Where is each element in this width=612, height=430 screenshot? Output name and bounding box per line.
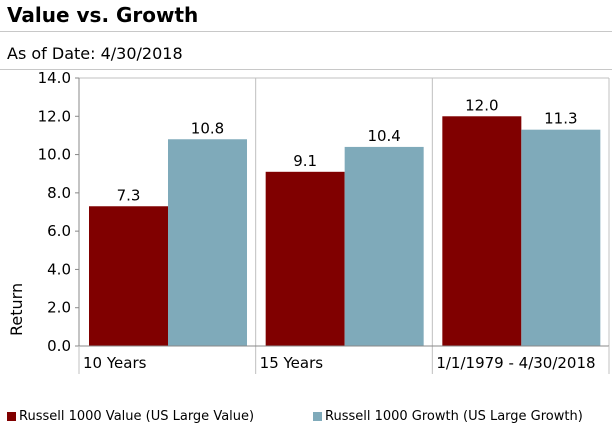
legend-swatch-value — [7, 412, 16, 421]
bar-value — [442, 116, 522, 347]
data-label: 7.3 — [117, 186, 141, 204]
y-tick-label: 6.0 — [47, 222, 71, 240]
y-tick-label: 4.0 — [47, 260, 71, 278]
as-of-date: As of Date: 4/30/2018 — [7, 44, 183, 63]
data-label: 10.4 — [367, 127, 400, 145]
legend-item-growth: Russell 1000 Growth (US Large Growth) — [313, 409, 583, 424]
bar-value — [265, 171, 345, 346]
bar-growth — [344, 146, 424, 346]
data-label: 9.1 — [293, 152, 317, 170]
data-label: 10.8 — [191, 119, 224, 137]
y-tick-label: 8.0 — [47, 184, 71, 202]
legend-swatch-growth — [313, 412, 322, 421]
legend-label-growth: Russell 1000 Growth (US Large Growth) — [325, 409, 583, 424]
y-tick-label: 12.0 — [38, 107, 71, 125]
data-label: 12.0 — [465, 96, 498, 114]
title-divider — [0, 31, 612, 32]
subtitle-divider — [0, 69, 612, 70]
y-tick-label: 2.0 — [47, 299, 71, 317]
y-tick-label: 0.0 — [47, 337, 71, 355]
x-category-label: 10 Years — [83, 354, 147, 372]
x-category-label: 15 Years — [260, 354, 324, 372]
bar-growth — [521, 129, 601, 346]
bar-value — [89, 206, 168, 346]
chart-title: Value vs. Growth — [7, 3, 199, 27]
data-label: 11.3 — [544, 110, 577, 128]
bar-chart: 0.0 2.0 4.0 6.0 8.0 10.0 12.0 14.0 Return 10 Year… — [7, 69, 610, 374]
y-tick-label: 14.0 — [38, 69, 71, 87]
legend-label-value: Russell 1000 Value (US Large Value) — [19, 409, 255, 424]
legend-item-value: Russell 1000 Value (US Large Value) — [7, 409, 254, 424]
y-axis-title: Return — [7, 283, 26, 336]
bar-growth — [168, 139, 247, 346]
x-category-label: 1/1/1979 - 4/30/2018 — [436, 354, 595, 372]
y-tick-label: 10.0 — [38, 146, 71, 164]
